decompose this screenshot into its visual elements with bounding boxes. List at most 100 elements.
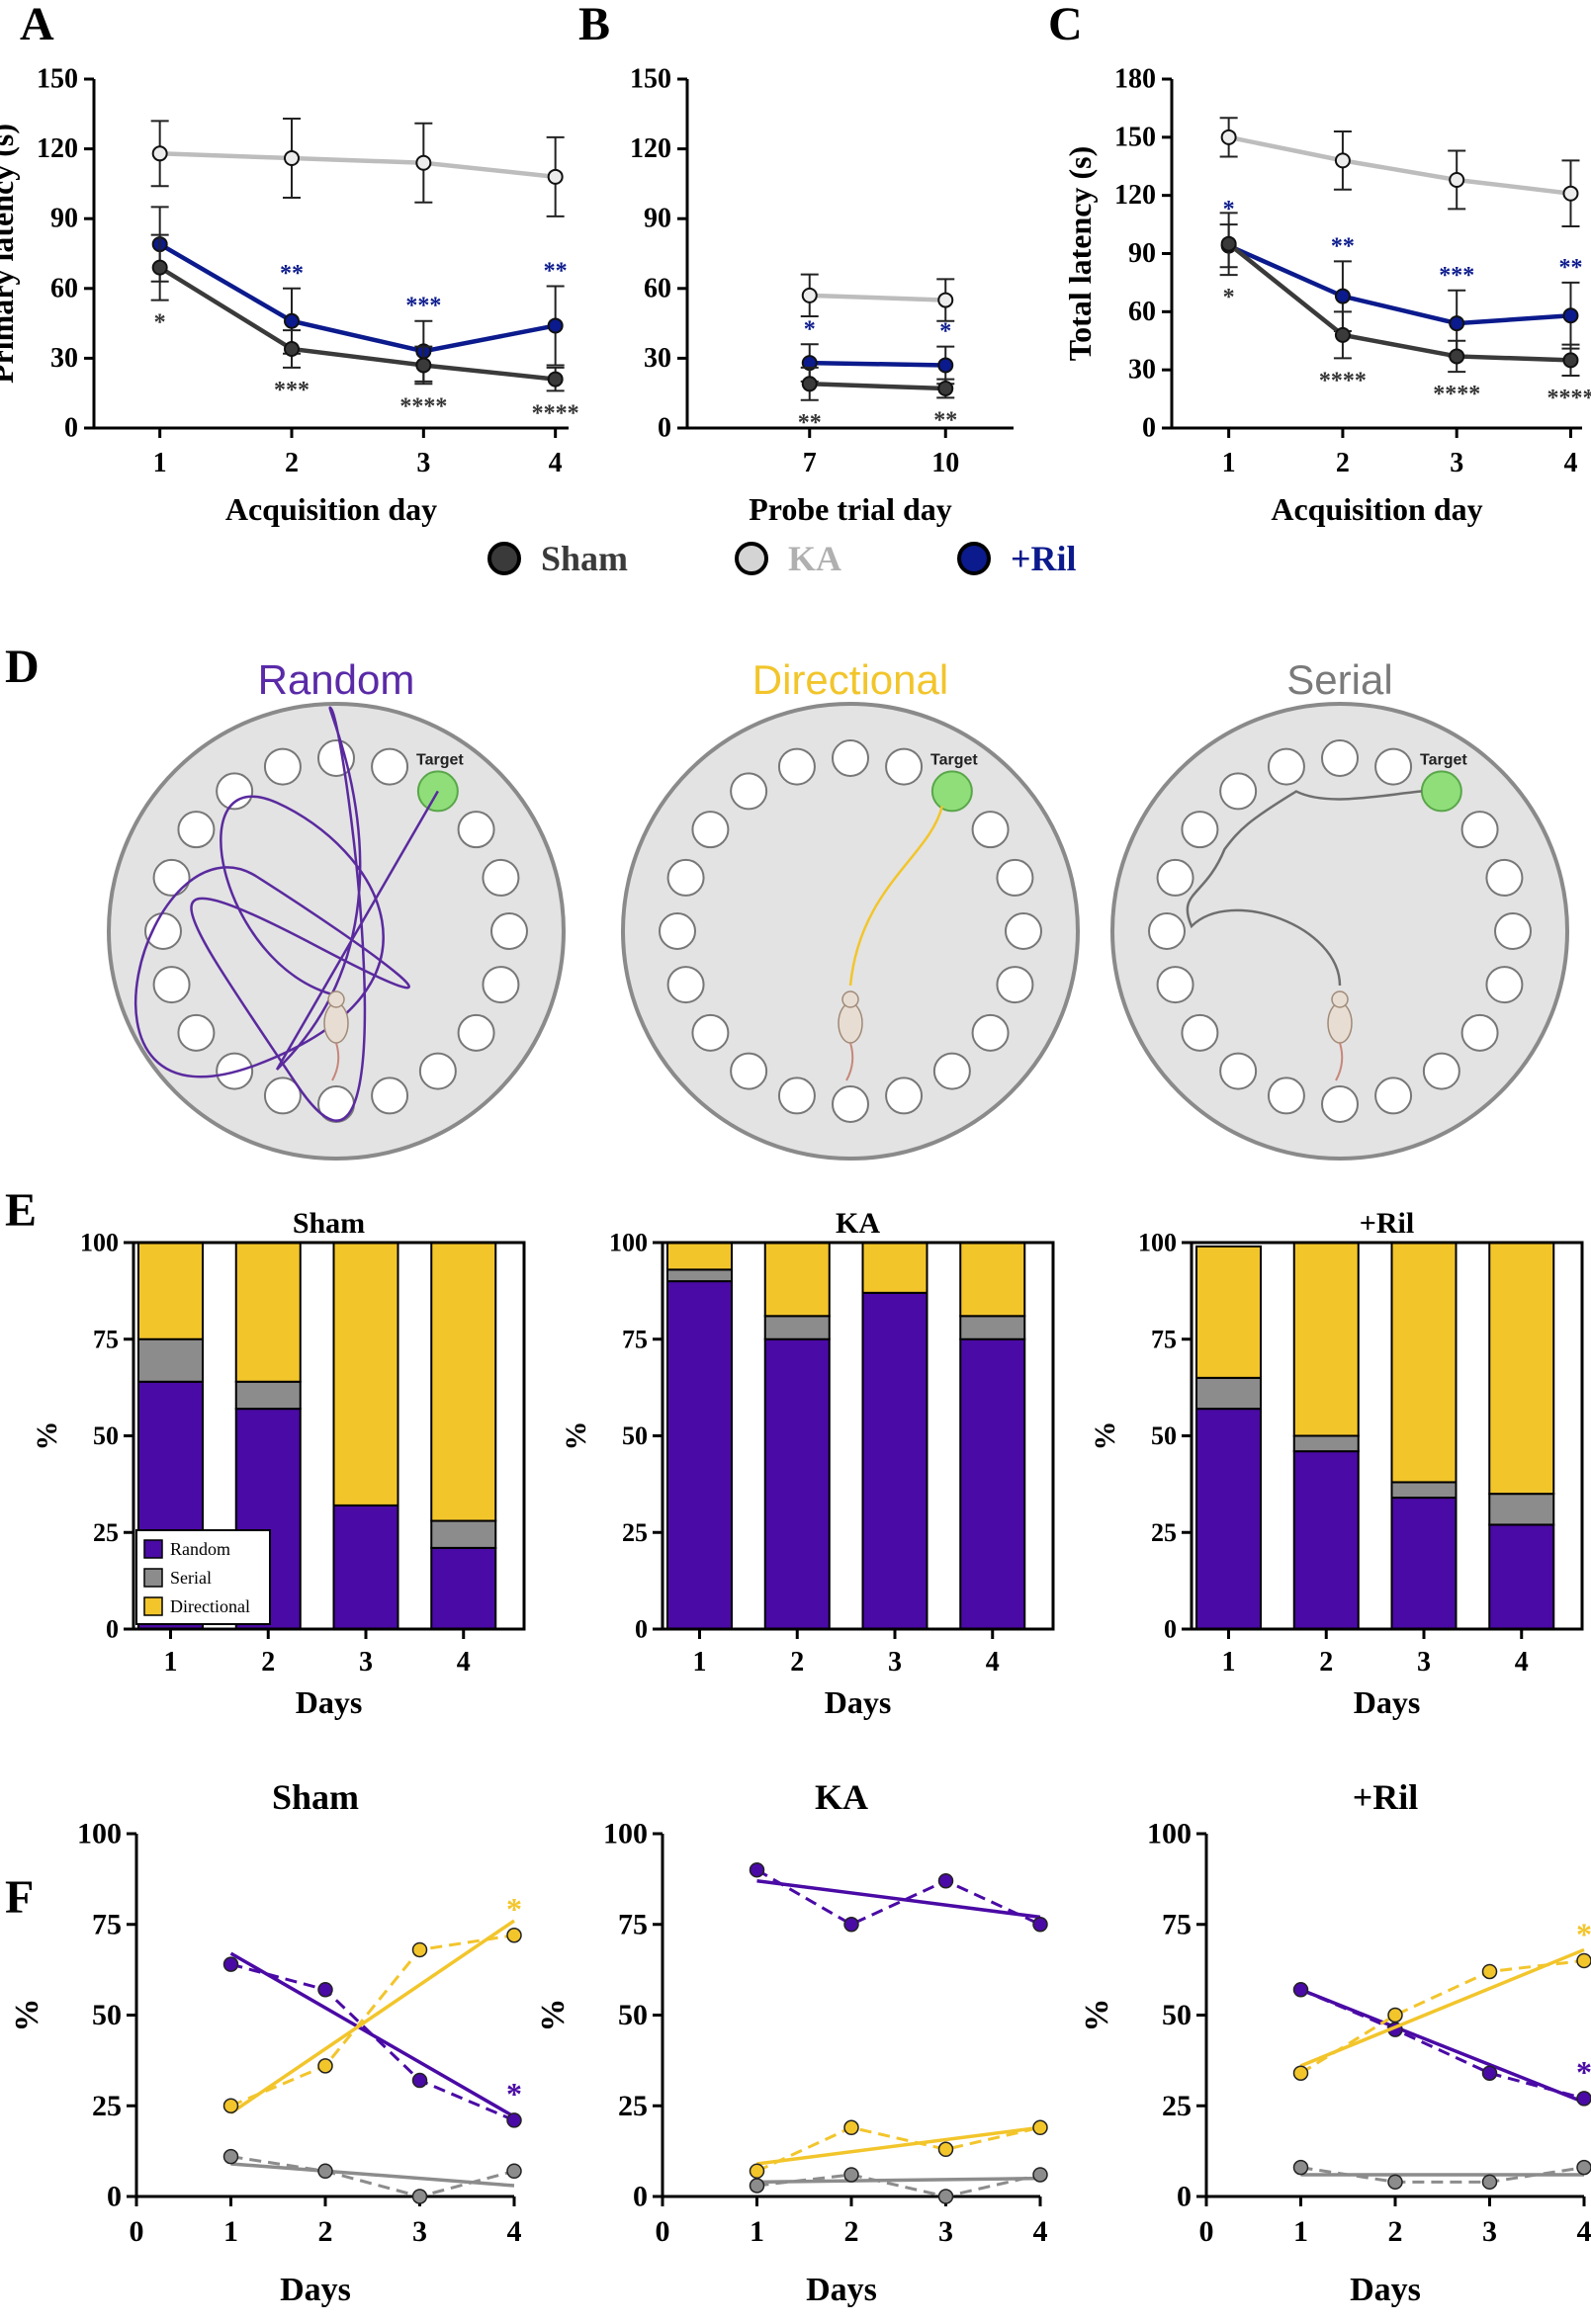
data-point [1388,2175,1402,2189]
data-point [413,1942,427,1956]
bar-random [863,1293,928,1629]
escape-hole [1322,740,1358,776]
bar-directional [765,1243,830,1316]
legend-marker-ka [737,544,766,573]
series-line [160,153,556,177]
x-tick-label: 1 [223,2215,238,2248]
data-point [416,156,430,170]
data-point [1336,328,1350,342]
escape-hole [934,1054,970,1089]
significance-star: ** [280,261,304,287]
significance-star: **** [399,393,447,419]
series-ka [151,119,565,216]
y-tick-label: 100 [80,1229,119,1257]
significance-star: *** [274,378,309,403]
chart-title: +Ril [1353,1777,1419,1817]
x-tick-label: 3 [1482,2215,1497,2248]
x-tick-label: 4 [457,1647,471,1678]
y-tick-label: 25 [1162,2090,1192,2122]
panel-letter-a: A [20,0,54,50]
escape-hole [1182,812,1217,847]
data-point [751,2164,764,2178]
y-tick-label: 0 [1177,2181,1192,2213]
x-tick-label: 3 [416,448,430,478]
data-point [1294,1983,1308,1997]
data-point [1577,2092,1591,2106]
escape-hole [154,967,190,1002]
x-tick-label: 0 [656,2215,670,2248]
x-tick-label: 2 [1319,1647,1333,1678]
x-tick-label: 1 [1222,1647,1236,1678]
escape-hole [1322,1086,1358,1122]
bar-directional [960,1243,1024,1316]
y-axis-label: Primary latency (s) [0,124,20,384]
fit-line [231,1921,515,2113]
significance-star: * [804,316,816,342]
y-tick-label: 100 [603,1818,648,1851]
bar-serial [765,1316,830,1338]
bar-random [334,1506,398,1629]
data-point [1336,153,1350,167]
escape-hole [1486,860,1522,896]
x-tick-label: 3 [412,2215,427,2248]
y-tick-label: 60 [644,273,671,303]
data-point [1483,2066,1497,2080]
bar-random [1294,1451,1359,1629]
bar-random [667,1281,732,1629]
series-ka [1220,118,1580,226]
escape-hole [886,749,922,785]
data-point [413,2074,427,2088]
bar-random [431,1548,495,1629]
series-sham: ************ [151,235,579,427]
bar-directional [334,1243,398,1506]
data-point [1577,1953,1591,1967]
data-point [318,2059,332,2073]
data-point [939,2190,953,2203]
y-tick-label: 75 [622,1325,648,1353]
bar-directional [431,1243,495,1521]
escape-hole [217,773,252,809]
bar-random [1392,1498,1457,1629]
y-axis-label: % [31,1421,63,1451]
x-tick-label: 1 [153,448,167,478]
data-point [803,377,817,390]
chart-title: Sham [272,1777,359,1817]
x-axis-label: Days [1354,1684,1421,1720]
data-point [1450,349,1463,363]
x-tick-label: 2 [1336,448,1350,478]
data-point [939,2142,953,2156]
bar-serial [1489,1494,1553,1524]
series-ril: ******** [1220,197,1583,356]
escape-hole [833,1086,868,1122]
escape-hole [997,860,1032,896]
data-point [285,314,299,328]
panel-letter-b: B [578,0,610,50]
strategy-diagrams: RandomTargetDirectionalTargetSerialTarge… [109,656,1567,1159]
bar-serial [960,1316,1024,1338]
series-line [231,1964,515,2120]
escape-hole [145,913,181,949]
legend-label-ril: +Ril [1011,539,1077,578]
strategy-title-directional: Directional [752,656,948,703]
data-point [1577,2161,1591,2175]
x-axis-label: Days [825,1684,892,1720]
significance-star: * [506,2076,522,2111]
x-tick-label: 0 [1199,2215,1214,2248]
y-tick-label: 50 [622,1421,648,1450]
legend-marker-ril [959,544,989,573]
target-label: Target [1420,751,1467,768]
panel-letter-e: E [5,1184,37,1237]
data-point [224,1957,238,1971]
y-tick-label: 75 [92,1908,122,1940]
x-tick-label: 2 [1388,2215,1403,2248]
x-tick-label: 4 [1563,448,1577,478]
x-tick-label: 1 [693,1647,707,1678]
data-point [285,342,299,356]
